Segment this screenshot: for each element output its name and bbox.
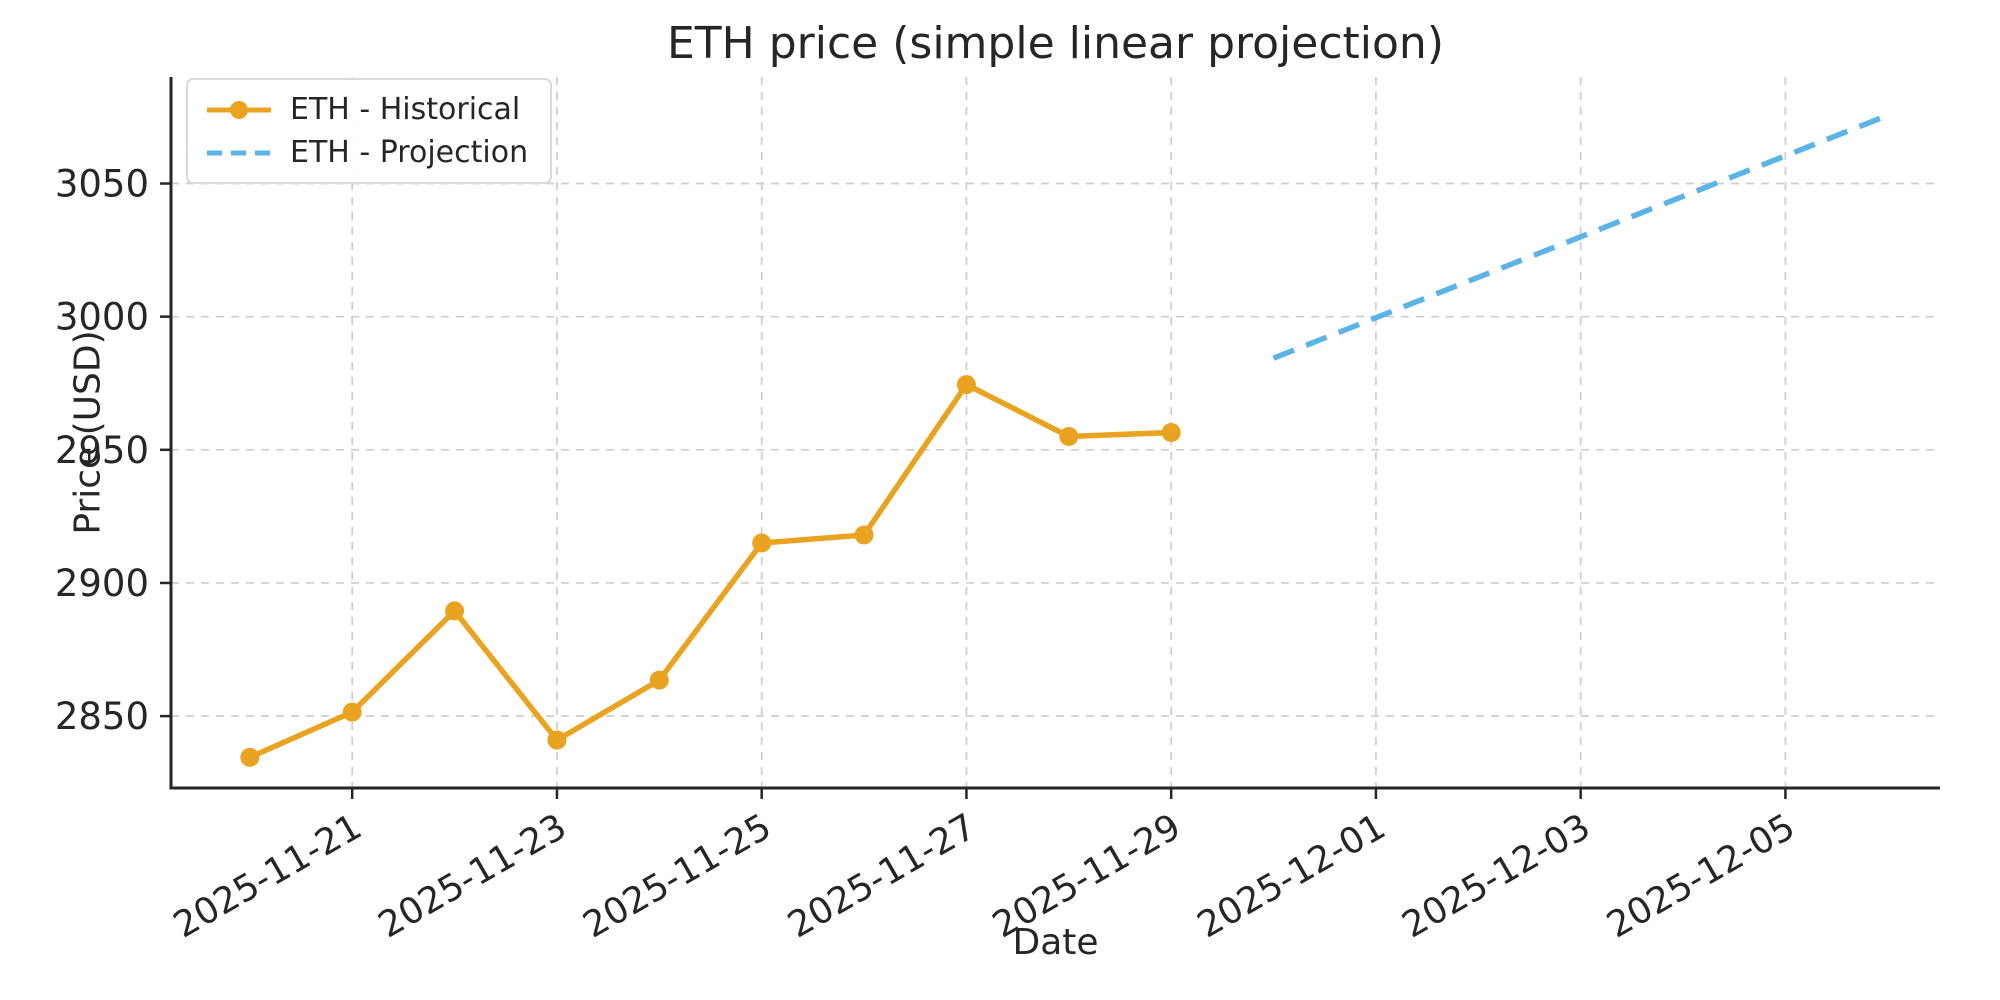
legend-item-historical: ETH - Historical bbox=[204, 92, 528, 127]
projection-line bbox=[1272, 112, 1889, 361]
legend-label-projection: ETH - Projection bbox=[290, 135, 529, 170]
historical-marker bbox=[1059, 426, 1079, 446]
x-axis-label: Date bbox=[1012, 922, 1099, 963]
x-tick-label: 2025-11-25 bbox=[577, 806, 779, 946]
historical-marker bbox=[547, 730, 567, 750]
x-tick-label: 2025-12-05 bbox=[1600, 806, 1802, 946]
historical-marker bbox=[342, 702, 362, 722]
y-tick-label: 2850 bbox=[55, 695, 149, 738]
projection-line-icon bbox=[207, 150, 271, 155]
historical-marker bbox=[445, 601, 465, 621]
y-tick-label: 2950 bbox=[55, 429, 149, 472]
historical-marker bbox=[1161, 423, 1181, 442]
historical-marker bbox=[854, 525, 874, 545]
y-tick-label: 3050 bbox=[55, 163, 149, 206]
x-tick-label: 2025-11-29 bbox=[986, 806, 1188, 946]
x-tick-label: 2025-11-27 bbox=[781, 806, 983, 946]
x-tick-label: 2025-11-21 bbox=[167, 806, 369, 946]
y-tick-label: 2900 bbox=[55, 562, 149, 605]
historical-line bbox=[248, 381, 1172, 760]
historical-line-icon bbox=[207, 100, 271, 119]
chart-title: ETH price (simple linear projection) bbox=[667, 18, 1444, 69]
historical-marker bbox=[752, 533, 772, 553]
legend: ETH - Historical ETH - Projection bbox=[186, 78, 553, 184]
x-tick-label: 2025-12-03 bbox=[1395, 806, 1597, 946]
historical-marker bbox=[956, 375, 976, 395]
x-tick-label: 2025-11-23 bbox=[372, 806, 574, 946]
historical-marker bbox=[649, 670, 669, 690]
y-tick-label: 3000 bbox=[55, 296, 149, 339]
x-tick-label: 2025-12-01 bbox=[1191, 806, 1393, 946]
legend-label-historical: ETH - Historical bbox=[290, 92, 521, 127]
legend-item-projection: ETH - Projection bbox=[204, 135, 528, 170]
historical-marker bbox=[240, 747, 260, 767]
